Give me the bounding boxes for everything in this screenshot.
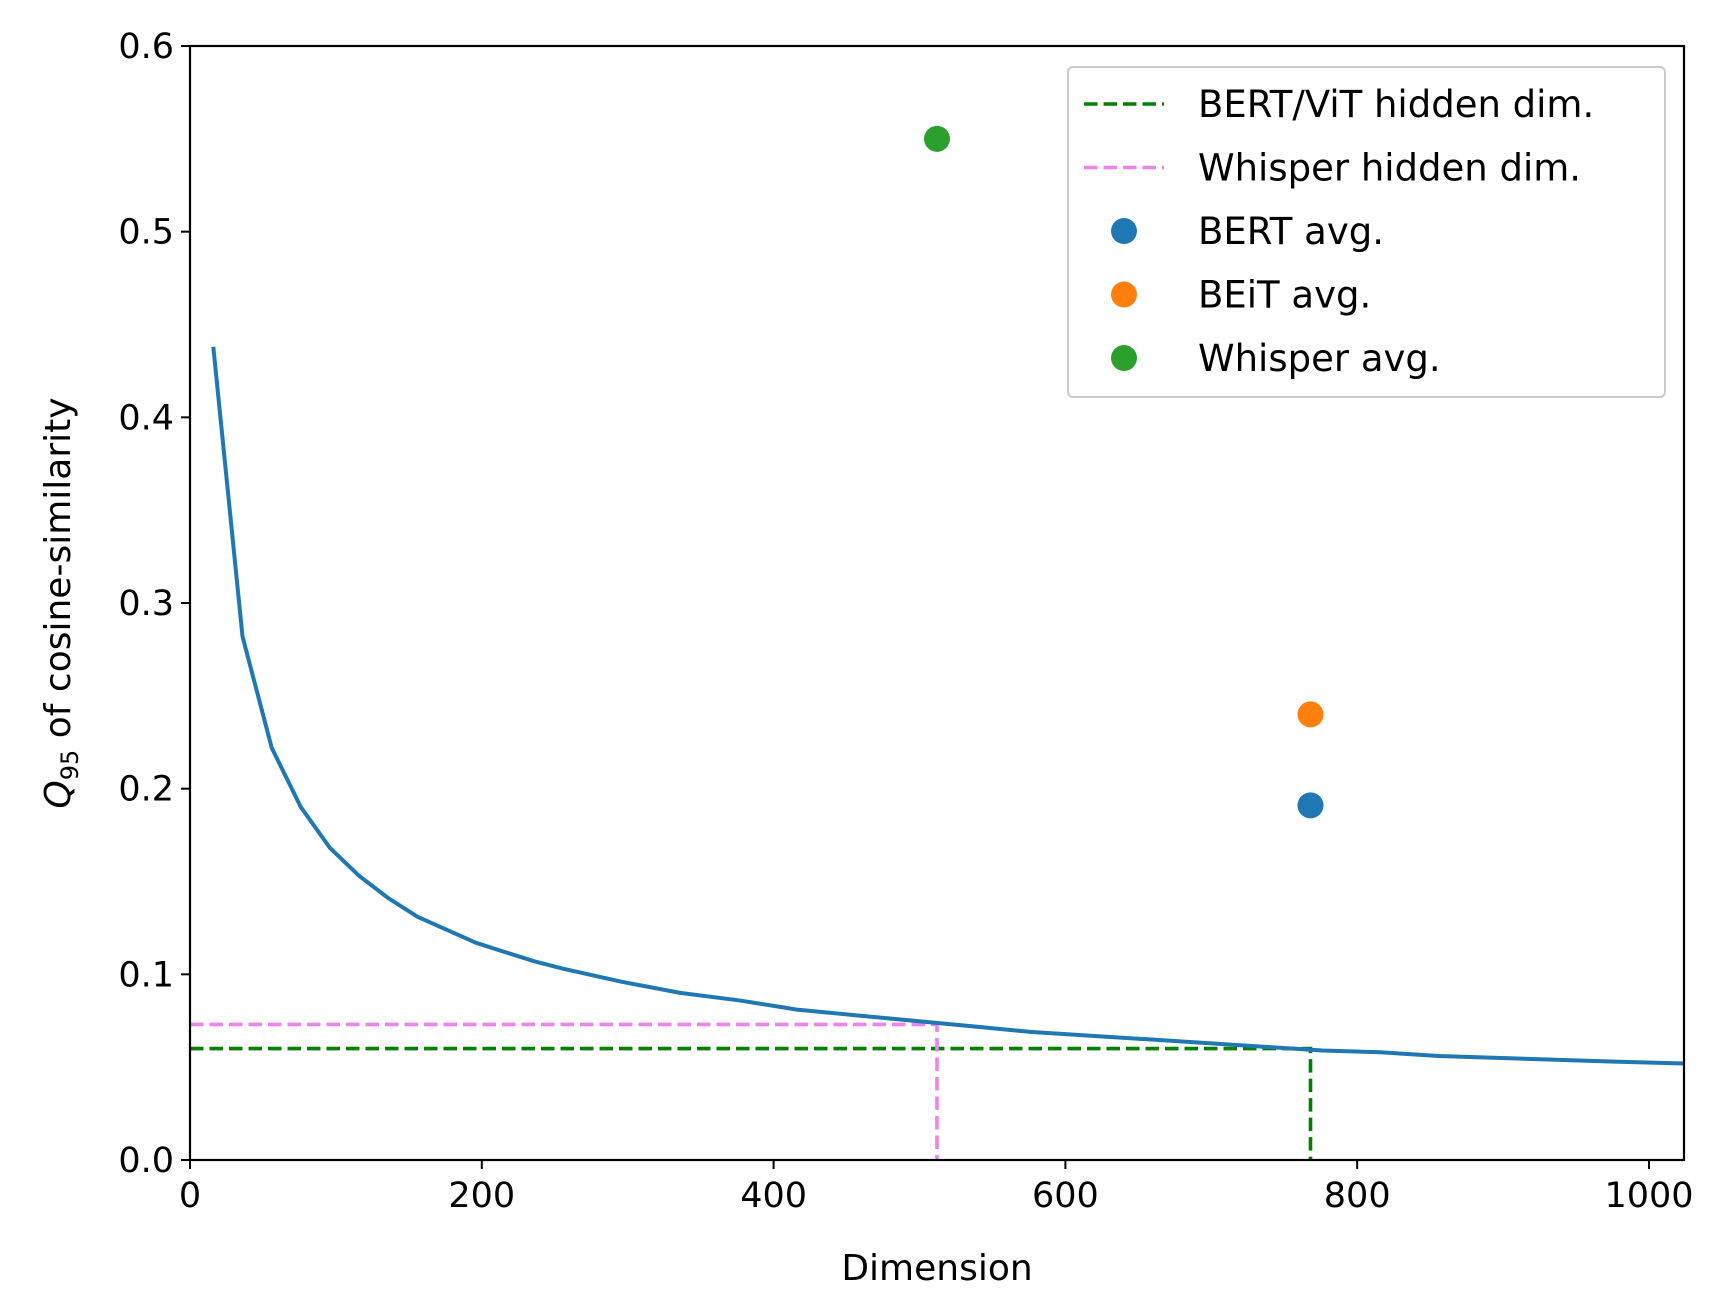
- plot-area: [190, 125, 1685, 1160]
- y-tick-label: 0.5: [118, 213, 174, 253]
- x-tick-label: 1000: [1604, 1176, 1693, 1216]
- x-axis-label: Dimension: [841, 1248, 1032, 1289]
- x-tick-label: 0: [179, 1176, 201, 1216]
- legend: BERT/ViT hidden dim. Whisper hidden dim. B…: [1067, 66, 1666, 398]
- y-tick-label: 0.4: [118, 398, 174, 438]
- point-whisper-avg: [924, 125, 950, 152]
- legend-swatch-beit-avg: [1111, 281, 1137, 308]
- q95-curve-line: [211, 346, 1685, 1066]
- y-axis-label-subscript: 95: [56, 750, 84, 781]
- x-tick-label: 200: [448, 1176, 515, 1216]
- legend-box: [1067, 66, 1666, 398]
- axes-ticks: 0 200 400 600 800 1000 0.0 0.1 0.2 0.3 0.4 0.5 0.6: [118, 27, 1693, 1216]
- x-tick-label: 400: [740, 1176, 807, 1216]
- dashed-line-whisper-hidden-dim: [190, 1022, 939, 1160]
- x-tick-label: 600: [1032, 1176, 1099, 1216]
- x-tick-label: 800: [1324, 1176, 1391, 1216]
- y-tick-label: 0.3: [118, 584, 174, 624]
- point-bert-avg: [1297, 792, 1324, 819]
- dashed-line-bert-vit-hidden-dim: [190, 1046, 1313, 1160]
- y-tick-label: 0.2: [118, 770, 174, 810]
- y-tick-label: 0.0: [118, 1141, 174, 1181]
- legend-swatch-bert-avg: [1111, 218, 1137, 244]
- legend-label-bert-vit-hidden-dim: BERT/ViT hidden dim.: [1198, 83, 1594, 126]
- y-axis-label-rest: of cosine-similarity: [38, 397, 79, 749]
- y-tick-label: 0.1: [118, 955, 174, 995]
- y-tick-label: 0.6: [118, 27, 174, 67]
- y-axis-label: Q95 of cosine-similarity: [38, 397, 84, 808]
- legend-label-bert-avg: BERT avg.: [1198, 210, 1384, 253]
- point-beit-avg: [1297, 701, 1324, 728]
- legend-swatch-whisper-avg: [1111, 345, 1137, 371]
- y-axis-label-q: Q: [38, 780, 79, 808]
- legend-label-beit-avg: BEiT avg.: [1198, 274, 1371, 317]
- legend-label-whisper-avg: Whisper avg.: [1198, 337, 1441, 380]
- legend-label-whisper-hidden-dim: Whisper hidden dim.: [1198, 147, 1581, 190]
